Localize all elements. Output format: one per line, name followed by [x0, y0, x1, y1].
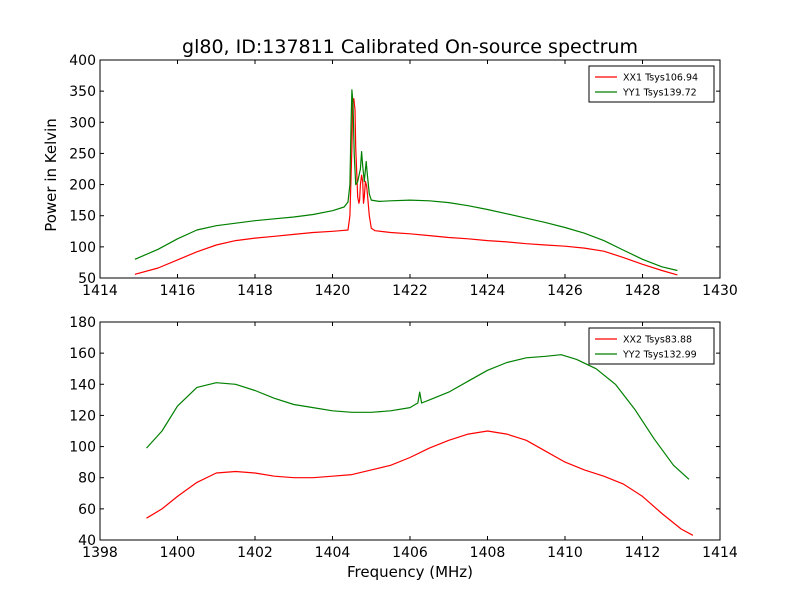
legend-label: YY1 Tsys139.72 [622, 88, 697, 99]
x-tick-label: 1424 [470, 283, 506, 299]
y-tick-label: 160 [69, 346, 96, 362]
x-tick-label: 1406 [392, 545, 428, 561]
x-tick-label: 1430 [702, 283, 738, 299]
x-tick-label: 1408 [470, 545, 506, 561]
bottom-plot: 1398 1400 1402 1404 1406 1408 1410 1412 1414 40 60… [69, 315, 738, 561]
x-tick-label: 1422 [392, 283, 428, 299]
y-tick-label: 250 [69, 146, 96, 162]
x-tick-label: 1420 [315, 283, 351, 299]
x-tick-label: 1426 [547, 283, 583, 299]
y-tick-label: 300 [69, 115, 96, 131]
series-line-1-1 [146, 354, 690, 480]
legend-box-0 [588, 65, 715, 103]
x-tick-label: 1414 [82, 283, 118, 299]
y-tick-label: 150 [69, 209, 96, 225]
y-tick-label: 50 [78, 271, 96, 287]
y-tick-label: 140 [69, 377, 96, 393]
x-tick-label: 1414 [702, 545, 738, 561]
x-tick-label: 1404 [315, 545, 351, 561]
series-line-1-0 [146, 430, 694, 536]
y-tick-label: 100 [69, 440, 96, 456]
y-tick-label: 100 [69, 240, 96, 256]
x-tick-label: 1402 [237, 545, 273, 561]
figure-title: gl80, ID:137811 Calibrated On-source spe… [182, 36, 638, 58]
y-tick-label: 80 [78, 471, 96, 487]
series-line-0-1 [134, 89, 678, 272]
x-tick-label: 1428 [625, 283, 661, 299]
y-tick-label: 60 [78, 502, 96, 518]
y-tick-label: 200 [69, 178, 96, 194]
x-tick-label: 1398 [82, 545, 118, 561]
legend-label: XX2 Tsys83.88 [623, 335, 692, 346]
x-tick-label: 1418 [237, 283, 273, 299]
x-axis-label: Frequency (MHz) [347, 563, 473, 581]
y-tick-label: 350 [69, 84, 96, 100]
legend-box-1 [588, 327, 715, 365]
y-tick-label: 120 [69, 408, 96, 424]
x-tick-label: 1400 [160, 545, 196, 561]
y-tick-label: 180 [69, 315, 96, 331]
series-line-0-0 [134, 97, 678, 276]
legend-label: XX1 Tsys106.94 [623, 73, 698, 84]
legend-label: YY2 Tsys132.99 [622, 350, 697, 361]
x-tick-label: 1412 [625, 545, 661, 561]
y-tick-label: 40 [78, 533, 96, 549]
top-plot: 1414 1416 1418 1420 1422 1424 1426 1428 1430 50 10… [69, 53, 738, 299]
y-axis-label: Power in Kelvin [42, 118, 60, 232]
y-tick-label: 400 [69, 53, 96, 69]
x-tick-label: 1416 [160, 283, 196, 299]
x-tick-label: 1410 [547, 545, 583, 561]
